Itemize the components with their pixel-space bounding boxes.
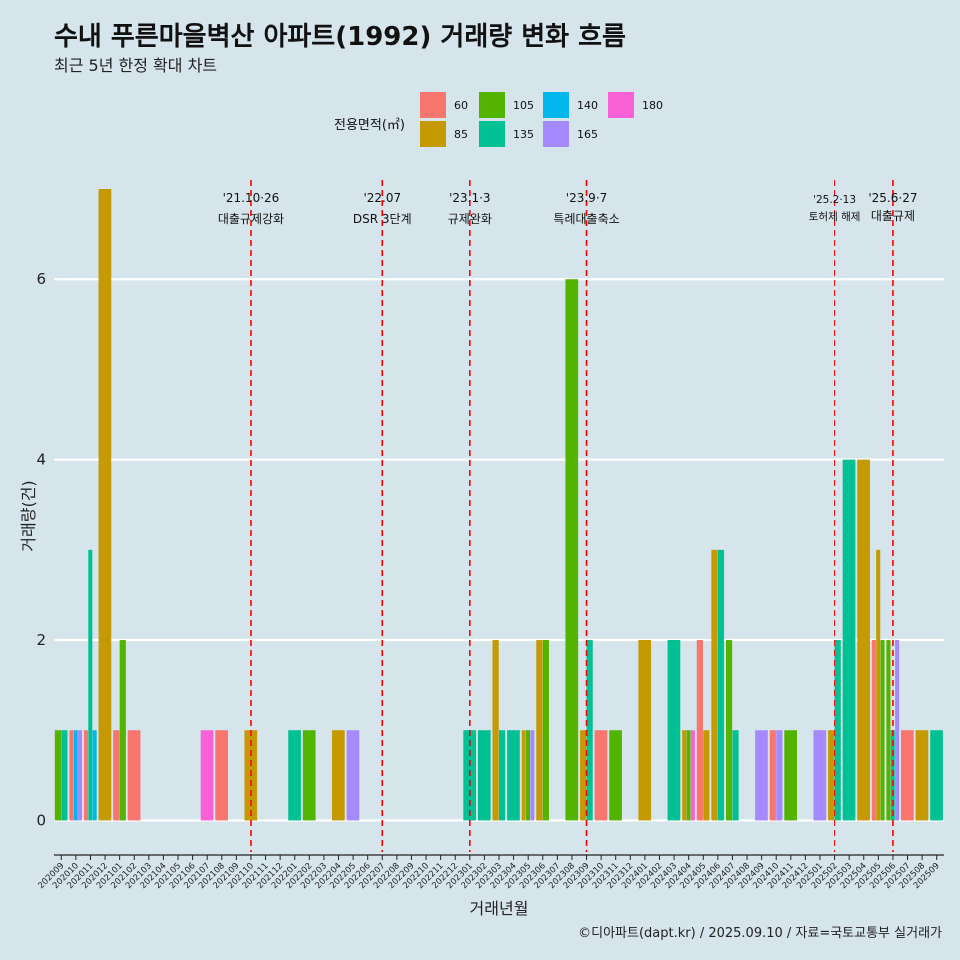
legend-label: 60 <box>454 99 468 112</box>
bar-202410-165 <box>776 730 783 821</box>
bar-202507-60 <box>901 730 914 821</box>
bar-202108-60 <box>215 730 228 821</box>
bar-202305-165 <box>530 730 535 821</box>
bar-202508-85 <box>915 730 929 821</box>
bar-202407-105 <box>725 640 733 821</box>
bar-202509-135 <box>930 730 943 821</box>
y-axis-title: 거래량(건) <box>19 480 38 551</box>
bar-202404-85 <box>682 730 687 821</box>
bar-202009-135 <box>61 730 68 821</box>
bar-202405-85 <box>703 730 710 821</box>
legend-label: 140 <box>577 99 598 112</box>
event-date-202309: '23.9·7 <box>566 191 607 205</box>
bar-202505-60 <box>871 640 876 821</box>
legend-label: 85 <box>454 128 468 141</box>
bar-202205-165 <box>346 730 360 821</box>
bar-202202-105 <box>302 730 316 821</box>
bar-202309-85 <box>580 730 587 821</box>
chart-title: 수내 푸른마을벽산 아파트(1992) 거래량 변화 흐름 <box>54 22 626 52</box>
bar-202506-105 <box>886 640 891 821</box>
y-tick-label: 0 <box>36 811 46 829</box>
bar-202403-135 <box>667 640 681 821</box>
bar-202009-105 <box>54 730 61 821</box>
legend-swatch <box>479 92 505 118</box>
bar-202305-105 <box>526 730 531 821</box>
bar-202010-140 <box>73 730 78 821</box>
legend-swatch <box>479 121 505 147</box>
bar-202308-105 <box>565 279 579 821</box>
bar-202502-135 <box>834 640 841 821</box>
event-date-202110: '21.10·26 <box>223 191 280 205</box>
legend-swatch <box>420 121 446 147</box>
event-date-202207: '22.07 <box>363 191 401 205</box>
bar-202011-140 <box>92 730 97 821</box>
event-date-202506: '25.6·27 <box>868 191 917 205</box>
bar-202304-135 <box>507 730 520 821</box>
legend-label: 135 <box>513 128 534 141</box>
legend-label: 165 <box>577 128 598 141</box>
bar-202503-135 <box>842 459 856 821</box>
event-date-202301: '23.1·3 <box>449 191 490 205</box>
y-tick-label: 4 <box>36 451 46 469</box>
y-tick-label: 6 <box>36 270 46 288</box>
bar-202101-105 <box>119 640 126 821</box>
chart-caption: ©디아파트(dapt.kr) / 2025.09.10 / 자료=국토교통부 실… <box>578 926 942 941</box>
bar-202201-135 <box>288 730 301 821</box>
legend-label: 180 <box>642 99 663 112</box>
bar-202310-60 <box>594 730 608 821</box>
x-axis-title: 거래년월 <box>470 899 529 918</box>
bar-202012-85 <box>98 189 112 821</box>
bar-202406-135 <box>717 549 725 821</box>
event-label-202502: 토허제 해제 <box>809 210 861 223</box>
bar-202302-135 <box>477 730 491 821</box>
legend-swatch <box>608 92 634 118</box>
bar-202306-105 <box>542 640 549 821</box>
bar-202410-60 <box>769 730 776 821</box>
bar-202505-85 <box>876 549 881 821</box>
bar-202303-85 <box>492 640 499 821</box>
bar-202306-85 <box>536 640 543 821</box>
bar-202501-165 <box>813 730 827 821</box>
legend-swatch <box>543 121 569 147</box>
bar-202505-105 <box>880 640 885 821</box>
bar-202407-135 <box>732 730 739 821</box>
y-tick-label: 2 <box>36 631 46 649</box>
bar-202102-60 <box>127 730 141 821</box>
bar-202010-165 <box>78 730 83 821</box>
bar-202504-85 <box>857 459 870 821</box>
legend-label: 105 <box>513 99 534 112</box>
bar-202011-135 <box>88 549 93 821</box>
bar-202406-85 <box>711 549 718 821</box>
chart-subtitle: 최근 5년 한정 확대 차트 <box>54 56 218 75</box>
bar-202404-180 <box>690 730 695 821</box>
bar-202303-135 <box>499 730 506 821</box>
bar-202311-105 <box>609 730 622 821</box>
bar-202204-85 <box>332 730 345 821</box>
bar-202011-60 <box>83 730 89 821</box>
bar-202502-85 <box>828 730 835 821</box>
event-label-202506: 대출규제 <box>871 209 915 223</box>
event-label-202110: 대출규제강화 <box>218 212 284 226</box>
bar-202107-180 <box>200 730 214 821</box>
event-label-202309: 특례대출축소 <box>553 212 619 226</box>
event-label-202207: DSR 3단계 <box>353 212 412 226</box>
bar-202411-105 <box>784 730 797 821</box>
bar-202309-135 <box>586 640 593 821</box>
event-label-202301: 규제완화 <box>448 212 492 226</box>
legend-swatch <box>543 92 569 118</box>
bar-202010-60 <box>69 730 74 821</box>
legend-title: 전용면적(㎡) <box>334 118 405 133</box>
legend-swatch <box>420 92 446 118</box>
bar-202405-60 <box>696 640 703 821</box>
bar-202404-105 <box>686 730 691 821</box>
bar-202101-60 <box>113 730 120 821</box>
event-date-202502: '25.2·13 <box>813 194 856 206</box>
bar-202401-85 <box>638 640 652 821</box>
bar-202409-165 <box>755 730 768 821</box>
bar-202305-85 <box>521 730 526 821</box>
bar-202506-165 <box>895 640 900 821</box>
